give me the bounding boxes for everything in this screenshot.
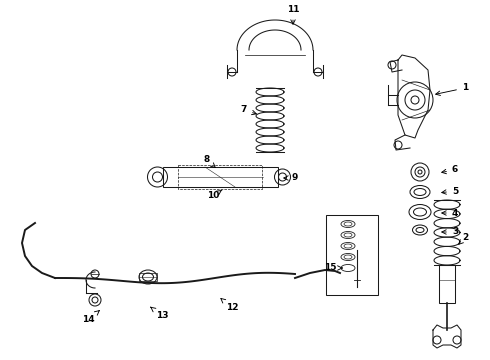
Text: 2: 2 bbox=[459, 234, 468, 244]
Text: 8: 8 bbox=[204, 156, 215, 167]
Bar bbox=[178, 165, 262, 189]
Text: 7: 7 bbox=[241, 105, 256, 115]
Text: 6: 6 bbox=[441, 166, 458, 175]
Text: 12: 12 bbox=[221, 298, 238, 312]
Bar bbox=[139, 273, 157, 281]
Bar bbox=[326, 215, 378, 295]
Text: 10: 10 bbox=[207, 190, 222, 201]
Text: 13: 13 bbox=[150, 307, 168, 320]
Text: 1: 1 bbox=[436, 84, 468, 95]
Text: 11: 11 bbox=[287, 5, 299, 24]
Text: 9: 9 bbox=[284, 174, 298, 183]
Text: 5: 5 bbox=[442, 186, 458, 195]
Bar bbox=[163, 167, 277, 187]
Text: 3: 3 bbox=[442, 228, 458, 237]
Text: 14: 14 bbox=[82, 311, 99, 324]
Text: 4: 4 bbox=[442, 208, 458, 217]
Bar bbox=[439, 265, 455, 303]
Text: 15: 15 bbox=[324, 264, 342, 273]
